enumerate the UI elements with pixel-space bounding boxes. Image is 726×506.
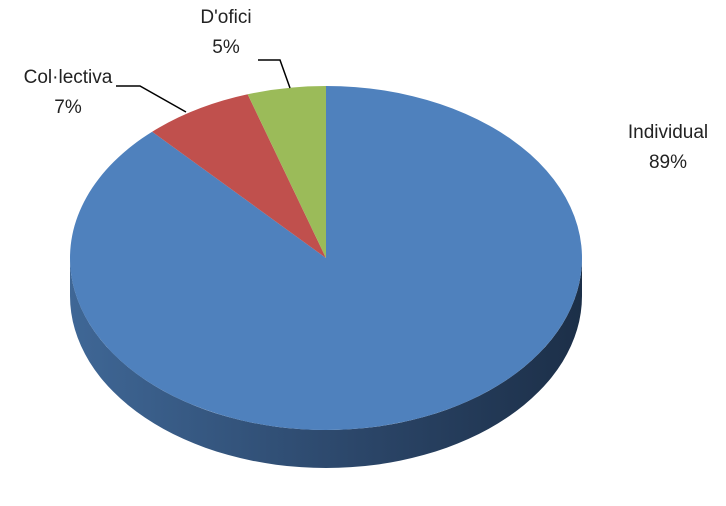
slice-value-label: 89%: [649, 152, 687, 173]
slice-value-label: 7%: [54, 97, 82, 118]
pie-slice: [152, 94, 326, 258]
slice-label: Individual: [628, 122, 708, 143]
slice-label: D'ofici: [200, 7, 251, 28]
leader-line: [116, 85, 187, 113]
pie-side: [70, 258, 582, 468]
leader-line: [258, 59, 291, 89]
pie-slice: [247, 86, 326, 258]
pie-slice: [69, 86, 582, 431]
slice-label: Col·lectiva: [24, 67, 113, 88]
slice-value-label: 5%: [212, 37, 240, 58]
